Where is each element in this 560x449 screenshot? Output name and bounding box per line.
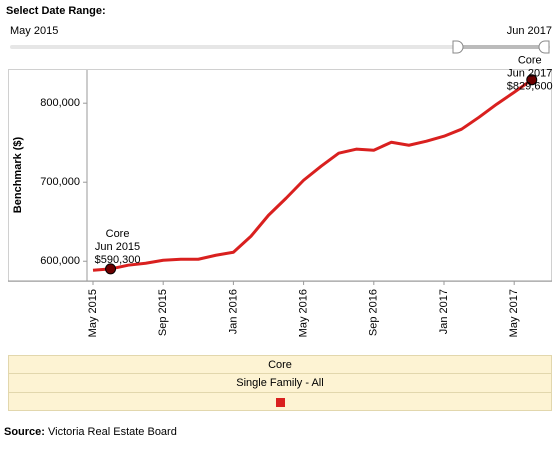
chart-frame (8, 69, 552, 282)
slider-end-label: Jun 2017 (507, 25, 552, 37)
x-tick-label: Sep 2016 (368, 289, 380, 336)
source-text: Victoria Real Estate Board (45, 426, 177, 438)
highlight-marker (526, 74, 538, 86)
annotation-date: Jun 2017 (507, 68, 552, 80)
x-tick-label: Jan 2017 (438, 289, 450, 334)
source-label: Source: (4, 426, 45, 438)
annotation-date: Jun 2015 (95, 241, 140, 253)
slider-handle-start[interactable] (452, 40, 464, 54)
slider-handle-end[interactable] (538, 40, 550, 54)
slider-start-label: May 2015 (10, 25, 58, 37)
x-tick-label: Sep 2015 (157, 289, 169, 336)
annotation-series: Core (518, 55, 542, 67)
slider-title: Select Date Range: (6, 5, 106, 17)
slider-range (454, 45, 548, 49)
annotation-value: $829,600 (507, 81, 553, 93)
annotation-value: $590,300 (95, 254, 141, 266)
y-axis-label: Benchmark ($) (12, 136, 24, 213)
y-tick-label: 600,000 (40, 255, 80, 267)
annotation-series: Core (106, 228, 130, 240)
slider-track (10, 45, 550, 49)
legend-subheader: Single Family - All (236, 377, 323, 389)
line (92, 78, 533, 272)
highlight-marker (105, 263, 117, 275)
x-tick-label: May 2017 (508, 289, 520, 337)
legend-swatch (276, 398, 285, 407)
x-tick-label: Jan 2016 (227, 289, 239, 334)
legend-header: Core (268, 359, 292, 371)
x-tick-label: May 2016 (298, 289, 310, 337)
source: Source: Victoria Real Estate Board (4, 426, 177, 438)
y-tick-label: 800,000 (40, 97, 80, 109)
x-tick-label: May 2015 (87, 289, 99, 337)
y-tick-label: 700,000 (40, 176, 80, 188)
